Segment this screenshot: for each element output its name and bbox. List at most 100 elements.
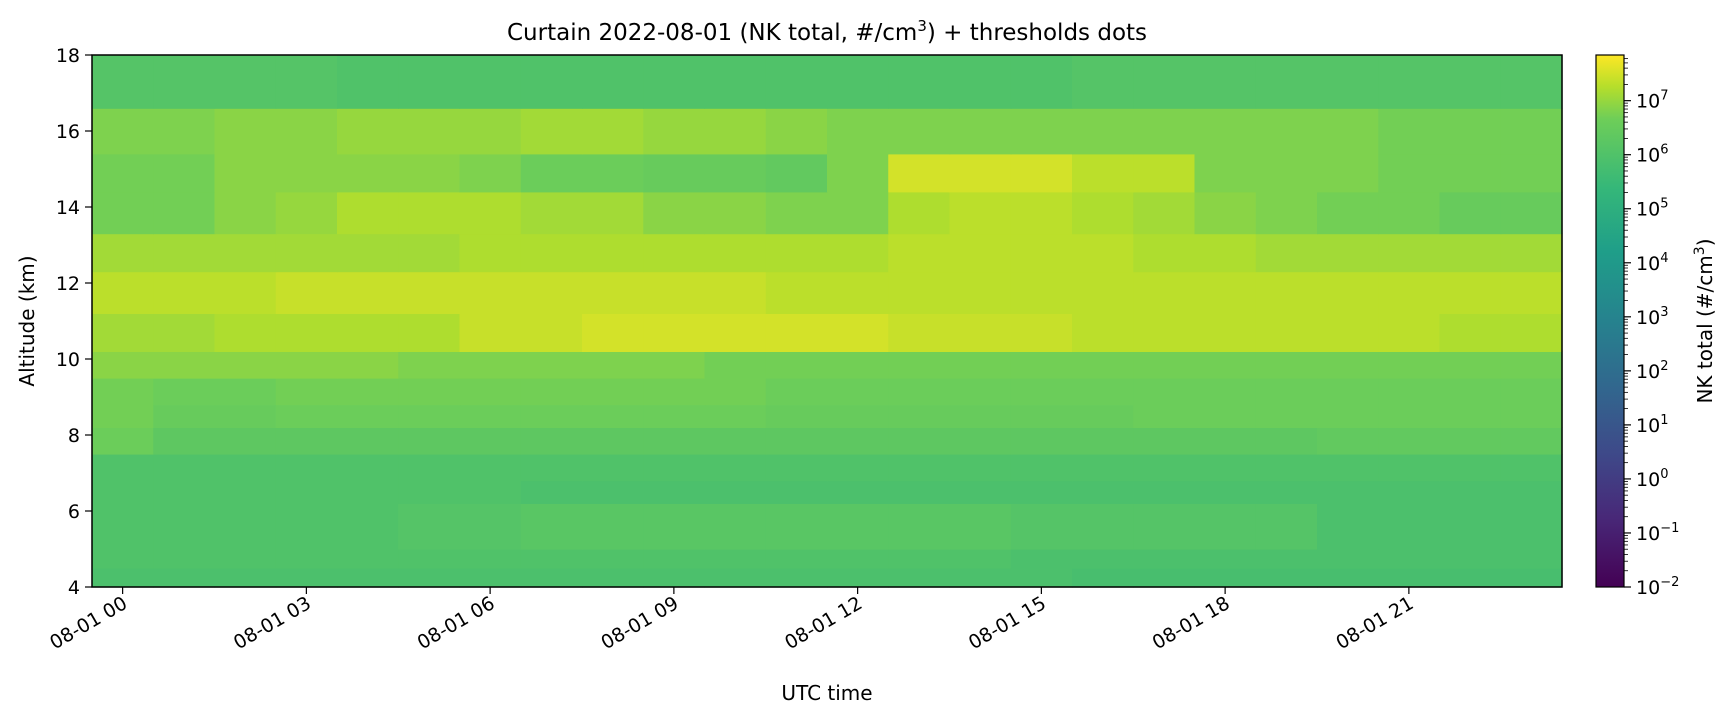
heatmap-cell <box>1133 378 1196 406</box>
heatmap-cell <box>1439 378 1502 406</box>
heatmap-cell <box>92 191 154 235</box>
heatmap-cell <box>765 427 828 455</box>
heatmap-cell <box>1072 378 1134 406</box>
heatmap-cell <box>765 271 828 314</box>
heatmap-cell <box>949 503 1012 550</box>
heatmap-cell <box>459 503 522 550</box>
heatmap-cell <box>398 427 461 455</box>
heatmap-cell <box>520 351 583 379</box>
heatmap-cell <box>92 233 154 273</box>
heatmap-cell <box>1500 503 1563 550</box>
heatmap-cell <box>275 378 338 406</box>
heatmap-cell <box>398 503 461 550</box>
heatmap-cell <box>1255 404 1318 428</box>
heatmap-cell <box>582 503 644 550</box>
heatmap-cell <box>459 454 522 482</box>
heatmap-cell <box>275 271 338 314</box>
heatmap-cell <box>1378 271 1441 314</box>
heatmap-cell <box>214 153 277 193</box>
heatmap-cell <box>1133 503 1196 550</box>
heatmap-cell <box>459 404 522 428</box>
heatmap-cell <box>520 404 583 428</box>
heatmap-cell <box>337 191 399 235</box>
heatmap-cell <box>214 233 277 273</box>
y-tick-label: 16 <box>56 121 80 143</box>
heatmap-cell <box>1133 271 1196 314</box>
heatmap-cell <box>949 313 1012 352</box>
heatmap-cell <box>153 191 216 235</box>
heatmap-cell <box>1500 233 1563 273</box>
heatmap-cell <box>949 480 1012 504</box>
heatmap-cell <box>153 404 216 428</box>
heatmap-cell <box>1072 351 1134 379</box>
heatmap-cell <box>765 108 828 155</box>
heatmap-cell <box>520 153 583 193</box>
heatmap-cell <box>827 108 889 155</box>
heatmap-cell <box>520 480 583 504</box>
heatmap-cell <box>765 503 828 550</box>
heatmap-cell <box>827 378 889 406</box>
heatmap-cell <box>459 480 522 504</box>
heatmap-cell <box>765 191 828 235</box>
heatmap-cell <box>1133 568 1196 588</box>
heatmap-cell <box>1439 271 1502 314</box>
heatmap-cell <box>1439 351 1502 379</box>
colorbar-tick-label: 10−2 <box>1636 575 1679 599</box>
heatmap-cell <box>827 549 889 569</box>
heatmap-cell <box>1255 427 1318 455</box>
heatmap-cell <box>888 427 951 455</box>
heatmap-cell <box>1317 233 1379 273</box>
heatmap-cell <box>1317 454 1379 482</box>
heatmap-cell <box>1072 271 1134 314</box>
heatmap-cell <box>520 108 583 155</box>
y-tick-label: 18 <box>56 45 80 67</box>
heatmap-cell <box>1072 480 1134 504</box>
heatmap-cell <box>704 108 767 155</box>
heatmap-cell <box>827 153 889 193</box>
heatmap-cell <box>1133 404 1196 428</box>
colorbar-tick-label: 101 <box>1636 413 1668 437</box>
heatmap-cell <box>827 233 889 273</box>
heatmap-cell <box>92 427 154 455</box>
heatmap-cell <box>582 191 644 235</box>
heatmap-cell <box>92 108 154 155</box>
heatmap-cell <box>92 454 154 482</box>
heatmap-cell <box>92 378 154 406</box>
heatmap-cell <box>949 427 1012 455</box>
heatmap-cell <box>214 480 277 504</box>
y-axis-label: Altitude (km) <box>15 255 39 386</box>
heatmap-cell <box>1500 404 1563 428</box>
heatmap-cell <box>520 378 583 406</box>
heatmap-cell <box>1072 108 1134 155</box>
heatmap-cell <box>153 55 216 109</box>
heatmap-cell <box>1072 191 1134 235</box>
heatmap-cell <box>1378 568 1441 588</box>
heatmap-cell <box>459 191 522 235</box>
heatmap-cell <box>949 351 1012 379</box>
heatmap-cell <box>1317 271 1379 314</box>
heatmap-cell <box>704 153 767 193</box>
heatmap-cell <box>1072 153 1134 193</box>
heatmap-cell <box>1072 55 1134 109</box>
heatmap-cell <box>1133 549 1196 569</box>
x-tick-label: 08-01 12 <box>781 592 866 654</box>
chart-title: Curtain 2022-08-01 (NK total, #/cm3) + t… <box>507 17 1147 46</box>
heatmap-cell <box>888 404 951 428</box>
heatmap-cell <box>1255 108 1318 155</box>
heatmap-cell <box>582 351 644 379</box>
colorbar-tick-label: 106 <box>1636 143 1668 167</box>
heatmap-cell <box>153 427 216 455</box>
heatmap-cell <box>1317 191 1379 235</box>
heatmap-cell <box>1255 271 1318 314</box>
heatmap-cell <box>827 454 889 482</box>
heatmap-cell <box>337 549 399 569</box>
heatmap-cell <box>1133 454 1196 482</box>
heatmap-cell <box>398 313 461 352</box>
heatmap-cell <box>1194 480 1257 504</box>
heatmap-cell <box>643 108 706 155</box>
heatmap-cell <box>459 55 522 109</box>
heatmap-cell <box>520 568 583 588</box>
heatmap-cell <box>704 549 767 569</box>
heatmap-cell <box>582 153 644 193</box>
heatmap-cell <box>704 404 767 428</box>
